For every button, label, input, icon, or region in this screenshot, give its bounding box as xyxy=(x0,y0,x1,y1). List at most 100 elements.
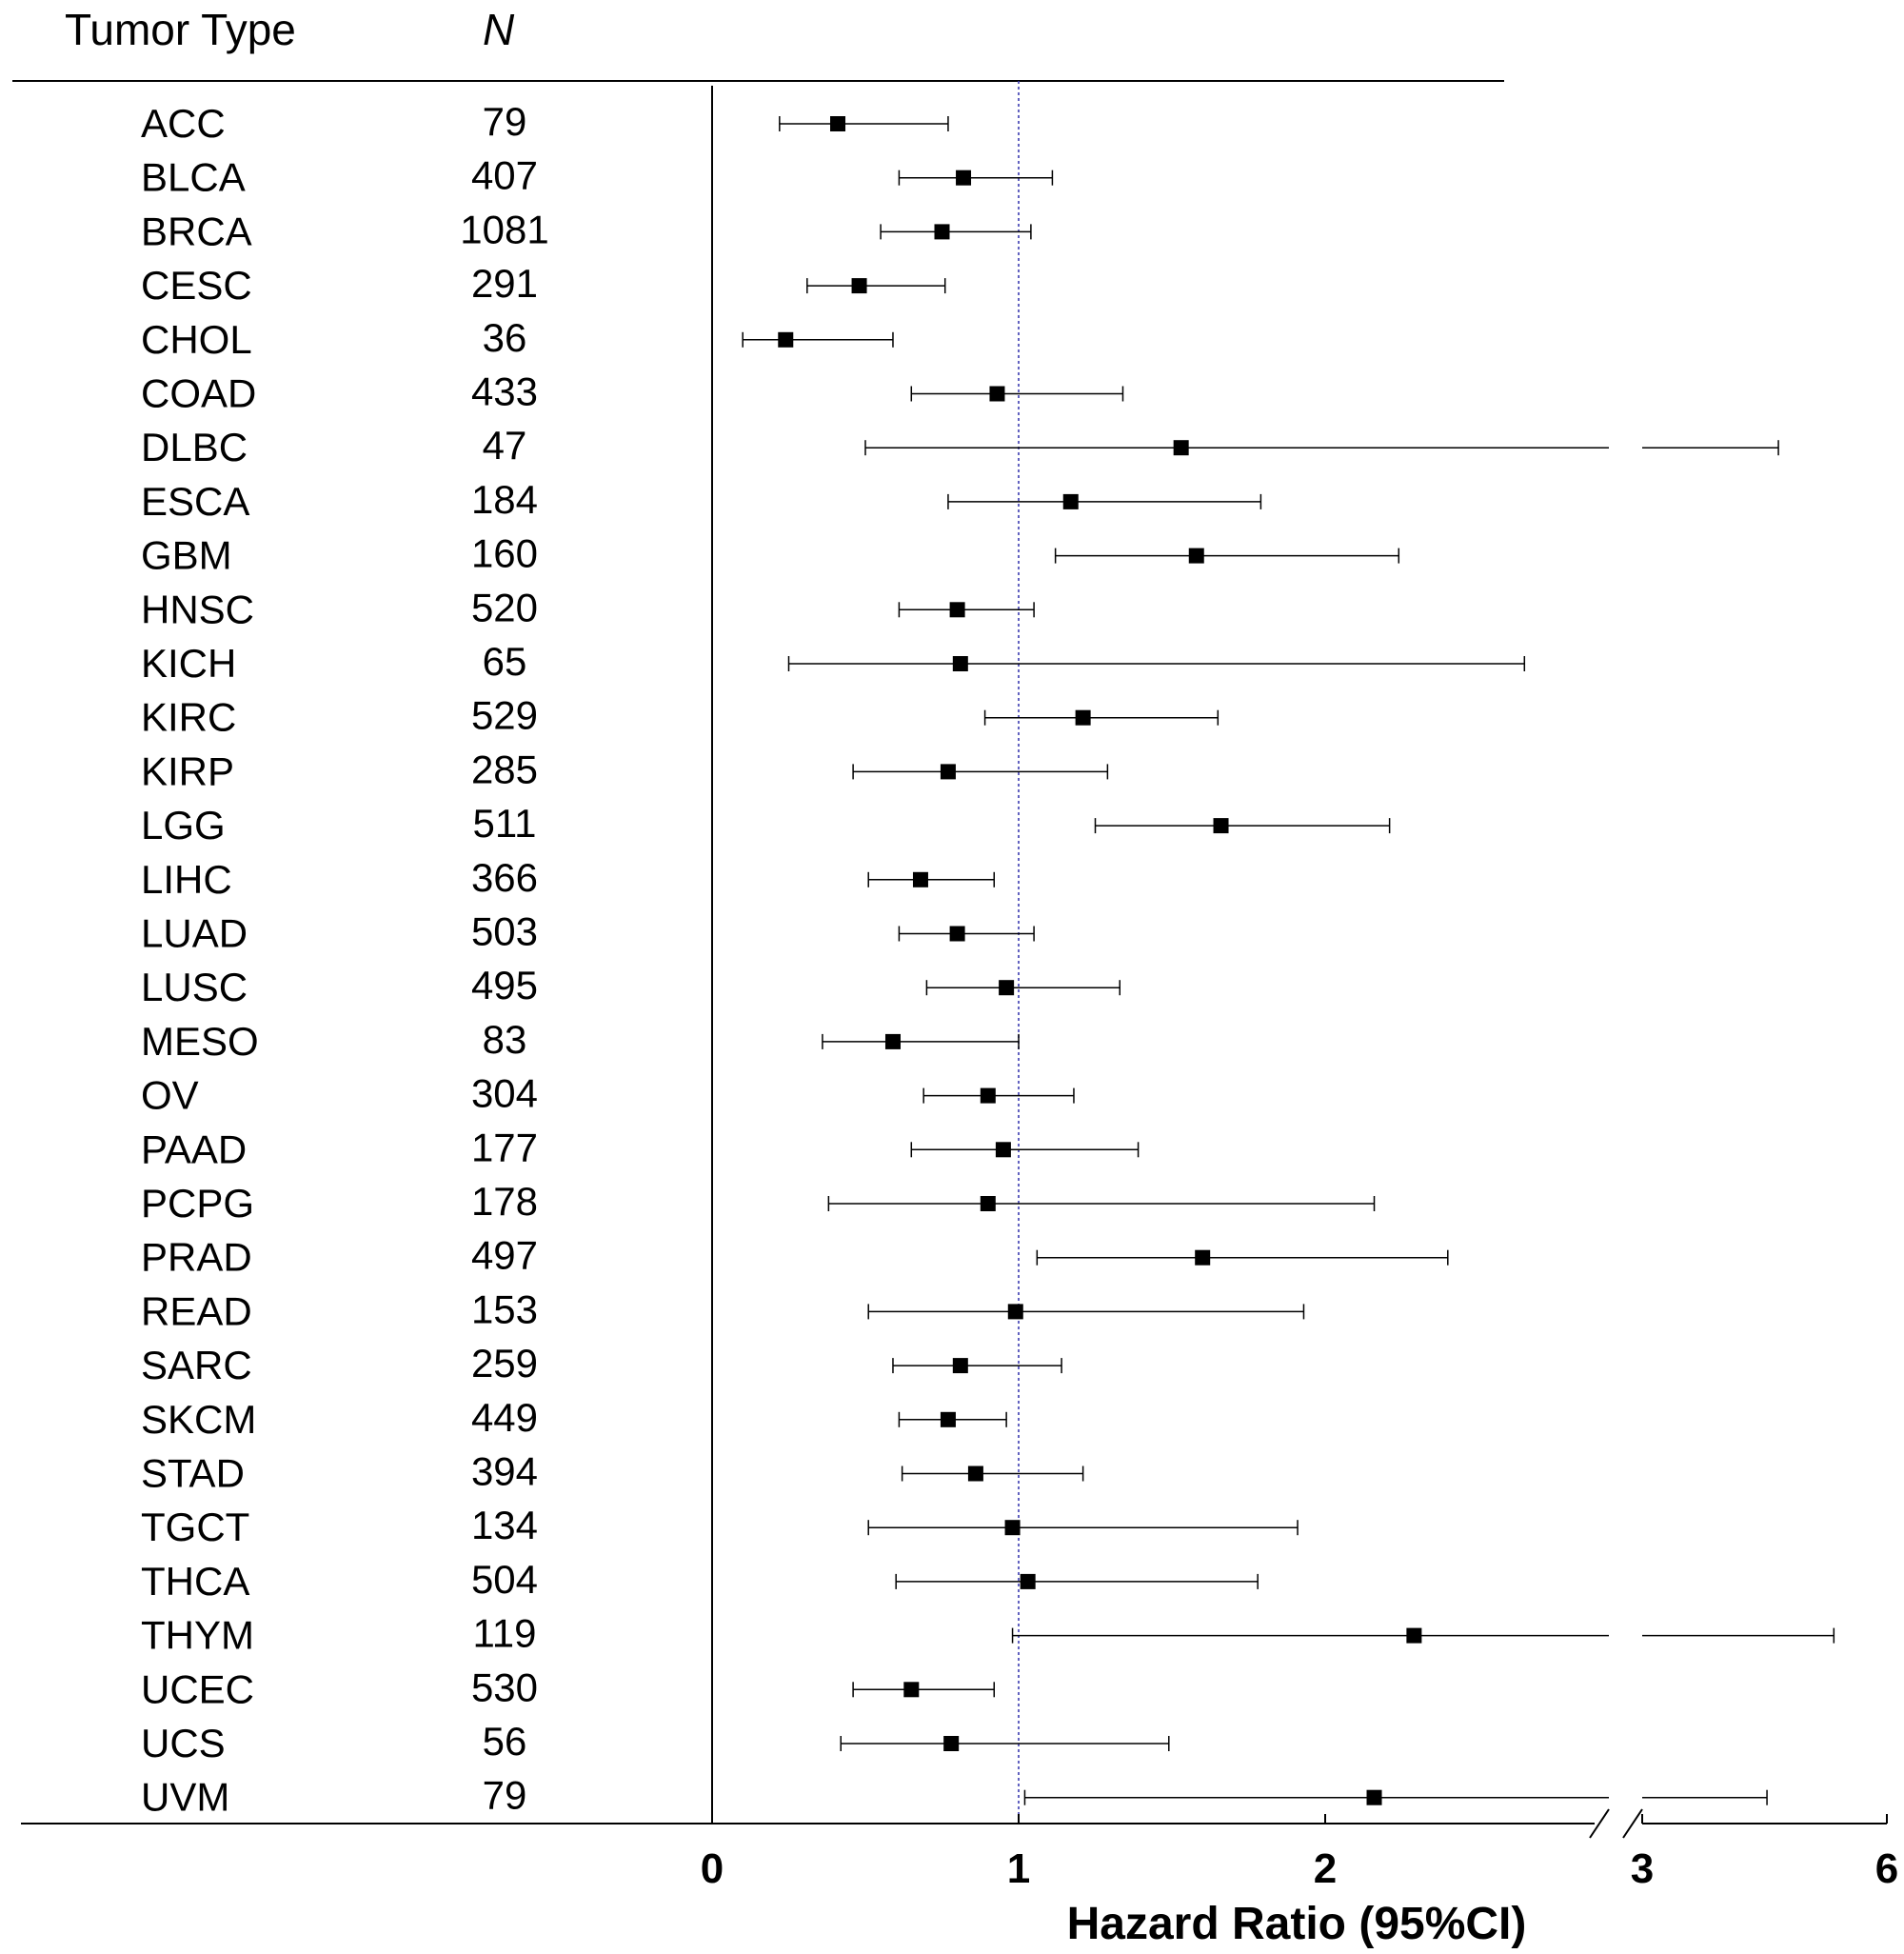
n-value: 511 xyxy=(473,801,537,846)
hr-point xyxy=(989,386,1005,402)
tick-label: 0 xyxy=(701,1845,724,1892)
row-thym: THYM 119 xyxy=(141,1611,1835,1658)
tumor-type-label: PRAD xyxy=(141,1235,252,1280)
n-value: 79 xyxy=(483,99,527,144)
tumor-type-label: PCPG xyxy=(141,1181,254,1226)
hr-point xyxy=(778,331,794,348)
hr-point xyxy=(1020,1573,1036,1589)
row-luad: LUAD 503 xyxy=(141,909,1035,956)
n-value: 449 xyxy=(471,1395,538,1440)
tumor-type-label: HNSC xyxy=(141,587,254,631)
tumor-type-label: ESCA xyxy=(141,479,249,524)
n-value: 259 xyxy=(471,1341,538,1386)
n-value: 153 xyxy=(471,1286,538,1331)
hr-point xyxy=(952,1358,968,1374)
row-ucec: UCEC 530 xyxy=(141,1665,995,1711)
row-sarc: SARC 259 xyxy=(141,1341,1062,1387)
header-n: N xyxy=(483,5,515,54)
row-lusc: LUSC 495 xyxy=(141,963,1121,1009)
tumor-type-label: TGCT xyxy=(141,1505,249,1549)
x-ticks-group: 0 1 2 3 6 xyxy=(701,1814,1898,1892)
row-ov: OV 304 xyxy=(141,1071,1075,1118)
tumor-type-label: UVM xyxy=(141,1775,229,1820)
tumor-type-label: LUSC xyxy=(141,965,248,1009)
hr-point xyxy=(1007,1304,1023,1320)
n-value: 394 xyxy=(471,1449,538,1494)
tumor-type-label: LGG xyxy=(141,803,226,847)
tumor-type-label: CESC xyxy=(141,263,252,308)
tumor-type-label: OV xyxy=(141,1073,199,1118)
n-value: 79 xyxy=(483,1773,527,1818)
row-kirc: KIRC 529 xyxy=(141,693,1220,740)
tumor-type-label: CHOL xyxy=(141,317,252,362)
hr-point xyxy=(934,224,950,240)
n-value: 36 xyxy=(483,315,527,360)
tumor-type-label: KIRC xyxy=(141,695,236,740)
hr-point xyxy=(1195,1249,1211,1266)
n-value: 495 xyxy=(471,963,538,1007)
tick-label: 2 xyxy=(1314,1845,1337,1892)
hr-point xyxy=(1366,1789,1382,1805)
row-gbm: GBM 160 xyxy=(141,531,1400,578)
hr-point xyxy=(940,1411,956,1427)
row-uvm: UVM 79 xyxy=(141,1773,1768,1820)
tumor-type-label: UCS xyxy=(141,1721,226,1765)
hr-point xyxy=(999,980,1015,996)
tumor-type-label: THYM xyxy=(141,1613,254,1658)
n-value: 160 xyxy=(471,531,538,576)
n-value: 56 xyxy=(483,1719,527,1764)
hr-point xyxy=(1062,493,1079,509)
hr-point xyxy=(830,116,846,131)
n-value: 285 xyxy=(471,747,538,791)
hr-point xyxy=(940,764,956,780)
tick-label: 3 xyxy=(1631,1845,1654,1892)
tumor-type-label: KIRP xyxy=(141,748,234,793)
tumor-type-label: SARC xyxy=(141,1343,252,1387)
hr-point xyxy=(956,169,972,186)
rows-group: ACC 79 BLCA 407 BRCA 1081 CESC 291 CHOL 36 COAD 433… xyxy=(141,99,1835,1820)
n-value: 366 xyxy=(471,855,538,900)
axis-break-mark-right xyxy=(1622,1808,1643,1839)
x-axis-label: Hazard Ratio (95%CI) xyxy=(1067,1899,1527,1949)
hr-point xyxy=(949,926,965,942)
axis-break-mark-left xyxy=(1589,1808,1610,1839)
tick-label: 6 xyxy=(1875,1845,1898,1892)
row-meso: MESO 83 xyxy=(141,1017,1020,1064)
row-paad: PAAD 177 xyxy=(141,1125,1140,1171)
row-kich: KICH 65 xyxy=(141,639,1526,686)
hr-point xyxy=(884,1033,901,1049)
hr-point xyxy=(1004,1520,1021,1536)
row-ucs: UCS 56 xyxy=(141,1719,1170,1765)
tumor-type-label: ACC xyxy=(141,101,226,146)
row-brca: BRCA 1081 xyxy=(141,207,1032,253)
tumor-type-label: LIHC xyxy=(141,857,232,902)
tumor-type-label: DLBC xyxy=(141,425,248,469)
tumor-type-label: THCA xyxy=(141,1559,249,1604)
hr-point xyxy=(1406,1627,1422,1644)
hr-point xyxy=(952,656,968,671)
row-hnsc: HNSC 520 xyxy=(141,585,1035,631)
row-thca: THCA 504 xyxy=(141,1557,1259,1604)
row-lihc: LIHC 366 xyxy=(141,855,995,902)
n-value: 529 xyxy=(471,693,538,738)
row-coad: COAD 433 xyxy=(141,369,1124,416)
n-value: 407 xyxy=(471,153,538,198)
tumor-type-label: UCEC xyxy=(141,1666,254,1711)
row-dlbc: DLBC 47 xyxy=(141,423,1779,469)
n-value: 497 xyxy=(471,1233,538,1278)
tumor-type-label: READ xyxy=(141,1288,252,1333)
hr-point xyxy=(943,1736,960,1751)
hr-point xyxy=(912,871,928,887)
tumor-type-label: BLCA xyxy=(141,155,246,200)
row-skcm: SKCM 449 xyxy=(141,1395,1007,1442)
n-value: 83 xyxy=(483,1017,527,1062)
hr-point xyxy=(967,1466,983,1482)
n-value: 119 xyxy=(473,1611,537,1656)
n-value: 503 xyxy=(471,909,538,954)
tumor-type-label: SKCM xyxy=(141,1397,256,1442)
n-value: 47 xyxy=(483,423,527,468)
row-stad: STAD 394 xyxy=(141,1449,1084,1496)
tick-label: 1 xyxy=(1007,1845,1030,1892)
tumor-type-label: STAD xyxy=(141,1451,245,1496)
